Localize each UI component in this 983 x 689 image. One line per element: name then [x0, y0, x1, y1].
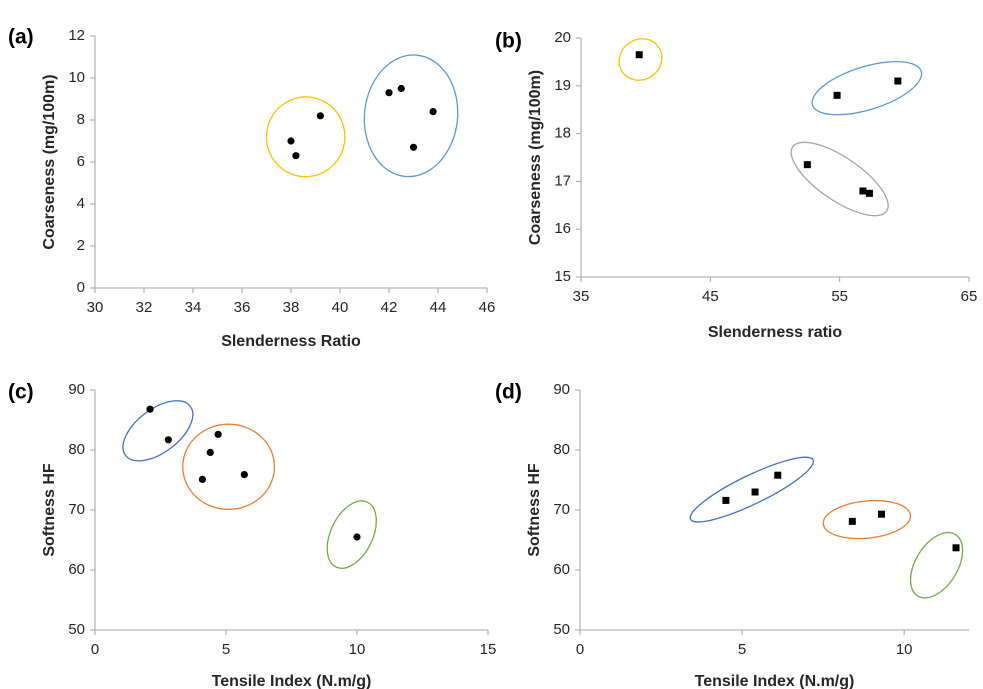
panel-label: (c) [8, 381, 34, 404]
y-tick-label: 70 [553, 501, 570, 518]
x-tick-label: 5 [222, 641, 230, 658]
panel-d: (d) 50 60 70 80 90 0 5 10 Tensile Index (N.m/g) So… [495, 381, 969, 689]
y-axis-title: Coarseness (mg/100m) [527, 70, 544, 245]
cluster-ellipse [790, 141, 889, 217]
panel-label: (b) [495, 30, 522, 53]
data-point [635, 51, 643, 59]
y-tick-label: 8 [77, 111, 85, 128]
data-point [164, 436, 172, 444]
data-point [877, 510, 885, 518]
y-tick-label: 90 [553, 381, 570, 398]
x-tick-label: 34 [185, 299, 202, 316]
cluster-ellipse [265, 96, 346, 178]
panel-c: (c) 50 60 70 80 90 0 5 10 15 Tensile Index (N.m/g)… [8, 381, 496, 689]
cluster-ellipse [618, 38, 663, 81]
data-point [865, 189, 873, 197]
y-tick-label: 15 [554, 268, 571, 285]
x-tick-label: 5 [738, 641, 746, 658]
x-tick-label: 0 [91, 641, 99, 658]
y-tick-label: 10 [68, 69, 85, 86]
x-tick-label: 0 [576, 641, 584, 658]
cluster-ellipse [326, 500, 377, 569]
x-tick-label: 10 [349, 641, 366, 658]
panel-b: (b) 15 16 17 18 19 20 35 45 55 65 Slenderness ratio… [495, 29, 977, 341]
x-axis-title: Tensile Index (N.m/g) [212, 673, 372, 689]
y-tick-label: 60 [68, 561, 85, 578]
panel-label: (d) [495, 381, 522, 404]
y-tick-label: 19 [554, 77, 571, 94]
y-tick-label: 60 [553, 561, 570, 578]
x-tick-label: 40 [332, 299, 349, 316]
y-tick-label: 50 [68, 621, 85, 638]
y-tick-label: 12 [68, 27, 85, 44]
data-point [833, 91, 841, 99]
x-tick-label: 45 [702, 288, 719, 305]
data-point [409, 143, 418, 151]
data-point [803, 161, 811, 169]
data-point [397, 84, 405, 93]
x-tick-label: 32 [136, 299, 153, 316]
y-tick-label: 0 [77, 279, 85, 296]
data-point [722, 496, 730, 504]
data-point [774, 471, 782, 479]
cluster-ellipse [689, 456, 815, 523]
y-tick-label: 18 [554, 125, 571, 142]
y-tick-label: 90 [68, 381, 85, 398]
panel-label: (a) [8, 26, 34, 49]
data-point [287, 137, 295, 145]
cluster-ellipse [363, 54, 459, 178]
cluster-ellipse [822, 499, 912, 540]
x-axis-title: Tensile Index (N.m/g) [695, 673, 855, 689]
data-point [240, 471, 248, 479]
data-point [751, 488, 759, 496]
y-tick-label: 16 [554, 220, 571, 237]
y-tick-label: 2 [77, 237, 85, 254]
data-point [198, 475, 207, 483]
data-point [385, 89, 393, 97]
y-tick-label: 80 [68, 441, 85, 458]
cluster-ellipse [811, 60, 923, 116]
x-tick-label: 30 [87, 299, 104, 316]
data-point [353, 533, 361, 541]
data-point [859, 187, 867, 195]
x-tick-label: 10 [896, 641, 913, 658]
y-axis-title: Softness HF [526, 463, 543, 557]
x-tick-label: 15 [480, 641, 497, 658]
data-point [848, 517, 856, 525]
y-axis-title: Coarseness (mg/100m) [41, 74, 58, 249]
y-tick-label: 4 [77, 195, 85, 212]
x-axis-title: Slenderness Ratio [221, 333, 361, 350]
x-tick-label: 42 [381, 299, 398, 316]
data-point [429, 108, 437, 116]
data-point [316, 112, 324, 120]
y-tick-label: 50 [553, 621, 570, 638]
y-tick-label: 80 [553, 441, 570, 458]
x-tick-label: 38 [283, 299, 300, 316]
y-tick-label: 20 [554, 29, 571, 46]
y-tick-label: 17 [554, 172, 571, 189]
x-tick-label: 35 [573, 288, 590, 305]
y-tick-label: 6 [77, 153, 85, 170]
cluster-ellipse [909, 531, 964, 599]
x-tick-label: 44 [430, 299, 447, 316]
x-axis-title: Slenderness ratio [708, 324, 843, 341]
data-point [894, 77, 902, 85]
x-tick-label: 46 [479, 299, 496, 316]
y-tick-label: 70 [68, 501, 85, 518]
x-tick-label: 65 [961, 288, 978, 305]
data-point [206, 448, 214, 456]
data-point [292, 152, 300, 160]
x-tick-label: 55 [831, 288, 848, 305]
cluster-ellipse [122, 400, 194, 462]
data-point [952, 544, 960, 552]
data-point [214, 430, 222, 438]
cluster-ellipse [182, 423, 276, 511]
x-tick-label: 36 [234, 299, 251, 316]
data-point [146, 405, 154, 413]
y-axis-title: Softness HF [41, 463, 58, 557]
